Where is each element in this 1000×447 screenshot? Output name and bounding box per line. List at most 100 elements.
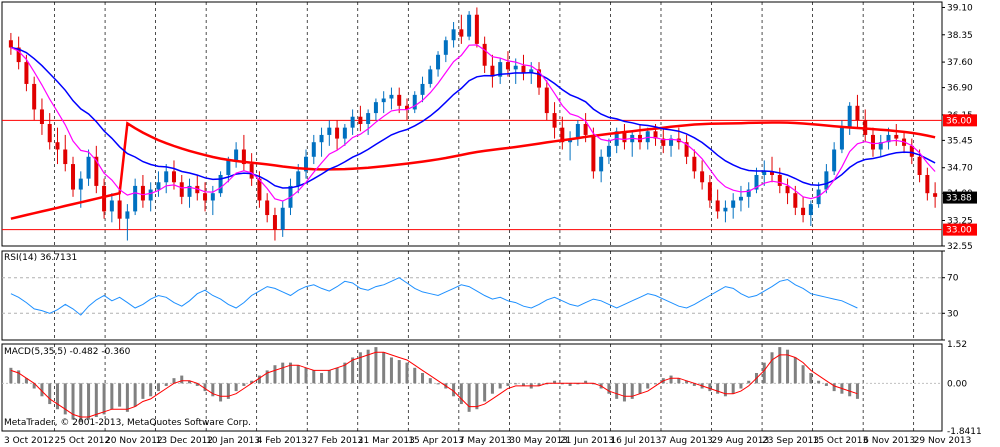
- candle-body: [342, 127, 347, 139]
- candle-body: [373, 102, 378, 114]
- macd-histogram-bar: [824, 383, 828, 386]
- macd-histogram-bar: [389, 357, 393, 384]
- macd-histogram-bar: [622, 383, 626, 402]
- candle-body: [133, 185, 138, 212]
- macd-histogram-bar: [669, 375, 673, 384]
- candle-body: [335, 127, 340, 139]
- candle-body: [94, 156, 99, 186]
- macd-histogram-bar: [9, 367, 13, 384]
- candle-body: [140, 185, 145, 201]
- candle-body: [249, 164, 254, 179]
- candle-body: [420, 83, 425, 95]
- candle-body: [505, 62, 510, 70]
- macd-label: MACD(5,35,5) -0.482 -0.360: [4, 347, 131, 357]
- candle-body: [358, 116, 363, 124]
- macd-histogram-bar: [809, 372, 813, 384]
- macd-histogram-bar: [545, 383, 549, 385]
- candle-body: [39, 109, 44, 124]
- candle-body: [234, 149, 239, 161]
- candle-body: [210, 193, 215, 201]
- macd-histogram-bar: [832, 383, 836, 392]
- candle-body: [47, 124, 52, 143]
- candle-body: [925, 174, 930, 194]
- macd-histogram-bar: [149, 383, 153, 397]
- macd-histogram-bar: [483, 383, 487, 402]
- macd-histogram-bar: [87, 383, 91, 420]
- candle-body: [583, 124, 588, 135]
- rsi-y-tick-label: 70: [947, 274, 959, 284]
- candle-body: [870, 134, 875, 150]
- macd-histogram-bar: [762, 362, 766, 384]
- candle-body: [715, 200, 720, 212]
- candle-body: [164, 171, 169, 183]
- macd-histogram-bar: [786, 349, 790, 384]
- candle-body: [669, 138, 674, 146]
- macd-histogram-bar: [475, 383, 479, 410]
- candle-body: [32, 83, 37, 110]
- macd-histogram-bar: [343, 362, 347, 384]
- price-label-box: [943, 191, 977, 204]
- candle-body: [304, 156, 309, 172]
- candle-body: [272, 215, 277, 230]
- y-tick-label: 38.35: [947, 31, 973, 41]
- macd-histogram-bar: [654, 383, 658, 385]
- macd-histogram-bar: [55, 383, 59, 410]
- x-tick-label: 27 Feb 2013: [307, 436, 363, 446]
- price-label-text: 33.88: [946, 194, 972, 204]
- candle-body: [606, 145, 611, 157]
- ma-fast-line: [10, 44, 936, 202]
- candle-body: [55, 142, 60, 150]
- candle-body: [723, 207, 728, 212]
- y-tick-label: 34.70: [947, 164, 973, 174]
- candle-body: [179, 182, 184, 197]
- macd-histogram-bar: [24, 378, 28, 384]
- macd-histogram-bar: [708, 383, 712, 392]
- candle-body: [366, 113, 371, 124]
- macd-histogram-bar: [320, 372, 324, 384]
- candle-body: [762, 171, 767, 175]
- macd-histogram-bar: [366, 349, 370, 384]
- macd-histogram-bar: [413, 367, 417, 384]
- macd-histogram-bar: [770, 352, 774, 384]
- candle-body: [389, 94, 394, 99]
- candle-body: [16, 47, 21, 63]
- candle-body: [637, 134, 642, 143]
- candle-body: [265, 200, 270, 216]
- macd-histogram-bar: [265, 370, 269, 384]
- candle-body: [125, 211, 130, 219]
- macd-histogram-bar: [615, 383, 619, 399]
- candle-body: [770, 171, 775, 175]
- candle-body: [241, 149, 246, 165]
- macd-y-tick-label: -1.8411: [947, 427, 982, 437]
- macd-histogram-bar: [506, 383, 510, 386]
- macd-histogram-bar: [110, 383, 114, 410]
- x-tick-label: 29 Nov 2013: [914, 436, 972, 446]
- macd-histogram-bar: [281, 362, 285, 384]
- macd-histogram-bar: [203, 383, 207, 392]
- macd-histogram-bar: [335, 367, 339, 384]
- candle-body: [117, 200, 122, 219]
- candle-body: [148, 189, 153, 201]
- candle-body: [109, 200, 114, 212]
- pane-frame-2: [1, 250, 943, 341]
- candle-body: [482, 43, 487, 66]
- x-tick-label: 29 Aug 2013: [712, 436, 770, 446]
- candle-body: [78, 178, 83, 190]
- candle-body: [793, 193, 798, 208]
- macd-histogram-bar: [141, 383, 145, 399]
- macd-histogram-bar: [591, 383, 595, 385]
- macd-histogram-bar: [125, 383, 129, 412]
- candle-body: [428, 69, 433, 84]
- candle-body: [218, 174, 223, 194]
- candle-body: [746, 189, 751, 197]
- macd-histogram-bar: [71, 383, 75, 420]
- macd-histogram-bar: [459, 383, 463, 405]
- candle-body: [684, 142, 689, 157]
- macd-histogram-bar: [296, 365, 300, 384]
- macd-histogram-bar: [382, 352, 386, 384]
- x-tick-label: 10 Jan 2013: [206, 436, 260, 446]
- candle-body: [203, 193, 208, 201]
- macd-histogram-bar: [156, 383, 160, 392]
- x-tick-label: 15 Apr 2013: [408, 436, 464, 446]
